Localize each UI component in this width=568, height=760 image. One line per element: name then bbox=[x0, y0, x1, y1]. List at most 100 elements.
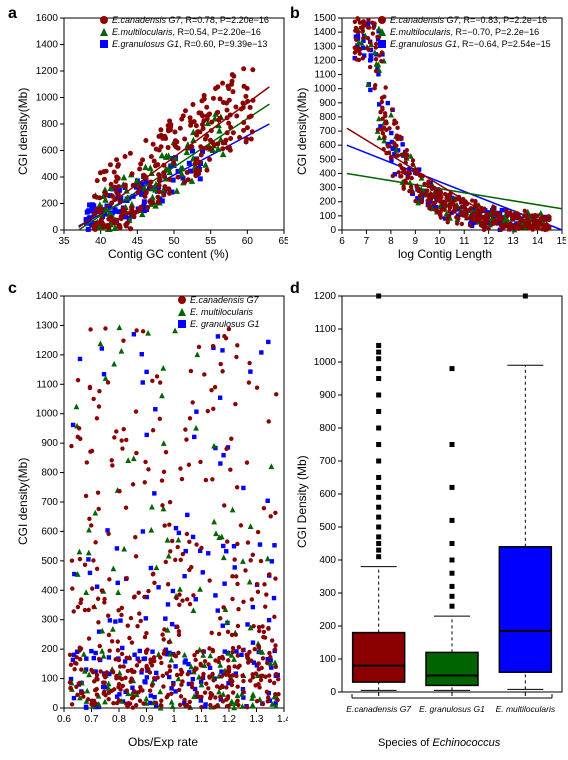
granulosus-legend-marker bbox=[178, 320, 186, 328]
legend-text: E.canadensis G7, R=0.78, P=2.20e−16 bbox=[112, 14, 269, 26]
svg-text:1600: 1600 bbox=[36, 13, 59, 24]
svg-text:1400: 1400 bbox=[314, 27, 337, 38]
canadensis-legend-marker bbox=[100, 16, 108, 24]
granulosus-legend-marker bbox=[100, 40, 108, 48]
svg-text:7: 7 bbox=[364, 236, 370, 247]
svg-text:0: 0 bbox=[52, 703, 58, 714]
panel-b-legend: E.canadensis G7, R=−0.83, P=2.2e−16E.mul… bbox=[378, 14, 551, 50]
legend-row: E. multilocularis bbox=[178, 306, 260, 318]
svg-text:15: 15 bbox=[556, 236, 566, 247]
panel-c-ylabel: CGI density(Mb) bbox=[16, 458, 30, 545]
svg-text:600: 600 bbox=[41, 146, 58, 157]
svg-text:1000: 1000 bbox=[36, 409, 59, 420]
svg-text:1.1: 1.1 bbox=[195, 714, 209, 725]
svg-text:0.8: 0.8 bbox=[112, 714, 126, 725]
canadensis-legend-marker bbox=[178, 296, 186, 304]
svg-text:1100: 1100 bbox=[36, 379, 58, 390]
canadensis-legend-marker bbox=[378, 16, 386, 24]
panel-b-ylabel: CGI density(Mb) bbox=[295, 88, 309, 175]
svg-text:11: 11 bbox=[459, 236, 470, 247]
legend-text: E.multilocularis, R=−0.70, P=2.2e−16 bbox=[390, 26, 539, 38]
svg-text:E.canadensis G7: E.canadensis G7 bbox=[346, 704, 411, 714]
panel-a-label: a bbox=[8, 5, 17, 23]
svg-text:6: 6 bbox=[339, 236, 345, 247]
svg-text:8: 8 bbox=[388, 236, 394, 247]
svg-text:900: 900 bbox=[41, 438, 58, 449]
svg-text:300: 300 bbox=[41, 615, 58, 626]
svg-text:1200: 1200 bbox=[314, 55, 337, 66]
svg-text:1300: 1300 bbox=[314, 41, 337, 52]
granulosus-legend-marker bbox=[378, 40, 386, 48]
svg-text:100: 100 bbox=[319, 654, 336, 665]
panel-d-ylabel: CGI Density (Mb) bbox=[295, 455, 309, 548]
svg-text:500: 500 bbox=[319, 522, 336, 533]
svg-text:1400: 1400 bbox=[36, 291, 59, 302]
legend-text: E.canadensis G7, R=−0.83, P=2.2e−16 bbox=[390, 14, 547, 26]
svg-text:400: 400 bbox=[41, 172, 58, 183]
panel-d-xlabel: Species of Echinococcus bbox=[378, 737, 500, 749]
svg-text:1100: 1100 bbox=[314, 70, 336, 81]
legend-row: E.canadensis G7 bbox=[178, 294, 260, 306]
svg-text:200: 200 bbox=[319, 621, 336, 632]
legend-row: E.granulosus G1, R=−0.64, P=2.54e−15 bbox=[378, 38, 551, 50]
svg-text:1000: 1000 bbox=[36, 93, 59, 104]
svg-text:300: 300 bbox=[319, 588, 336, 599]
legend-row: E.canadensis G7, R=0.78, P=2.20e−16 bbox=[100, 14, 269, 26]
svg-text:800: 800 bbox=[319, 423, 336, 434]
legend-text: E.canadensis G7 bbox=[190, 294, 259, 306]
svg-text:200: 200 bbox=[41, 199, 58, 210]
svg-text:0.6: 0.6 bbox=[57, 714, 71, 725]
svg-text:200: 200 bbox=[41, 644, 58, 655]
svg-text:400: 400 bbox=[319, 168, 336, 179]
svg-text:600: 600 bbox=[319, 140, 336, 151]
svg-text:100: 100 bbox=[41, 674, 58, 685]
svg-text:700: 700 bbox=[319, 126, 336, 137]
legend-text: E.granulosus G1, R=0.60, P=9.39e−13 bbox=[112, 38, 267, 50]
svg-text:800: 800 bbox=[41, 119, 58, 130]
svg-text:E. granulosus G1: E. granulosus G1 bbox=[419, 704, 485, 714]
svg-text:40: 40 bbox=[95, 236, 107, 247]
svg-text:55: 55 bbox=[205, 236, 217, 247]
svg-text:1200: 1200 bbox=[314, 291, 337, 302]
svg-text:0.9: 0.9 bbox=[140, 714, 154, 725]
svg-text:0: 0 bbox=[52, 225, 58, 236]
svg-text:1400: 1400 bbox=[36, 40, 59, 51]
svg-text:500: 500 bbox=[41, 556, 58, 567]
svg-text:1000: 1000 bbox=[314, 357, 337, 368]
svg-text:1.2: 1.2 bbox=[222, 714, 236, 725]
svg-text:1.4: 1.4 bbox=[277, 714, 288, 725]
svg-text:50: 50 bbox=[168, 236, 180, 247]
svg-text:35: 35 bbox=[58, 236, 70, 247]
svg-text:1000: 1000 bbox=[314, 84, 337, 95]
svg-text:400: 400 bbox=[319, 555, 336, 566]
svg-text:500: 500 bbox=[319, 154, 336, 165]
svg-text:0.7: 0.7 bbox=[85, 714, 99, 725]
panel-b-xlabel: log Contig Length bbox=[398, 247, 492, 261]
legend-text: E.multilocularis, R=0.54, P=2.20e−16 bbox=[112, 26, 261, 38]
svg-text:1200: 1200 bbox=[36, 350, 59, 361]
legend-row: E.multilocularis, R=−0.70, P=2.2e−16 bbox=[378, 26, 551, 38]
figure-root: a 35404550556065020040060080010001200140… bbox=[0, 0, 568, 760]
svg-text:1500: 1500 bbox=[314, 13, 337, 24]
svg-text:800: 800 bbox=[319, 112, 336, 123]
multilocularis-legend-marker bbox=[378, 28, 386, 36]
svg-text:10: 10 bbox=[434, 236, 446, 247]
svg-text:1200: 1200 bbox=[36, 66, 59, 77]
svg-text:1300: 1300 bbox=[36, 320, 59, 331]
svg-text:60: 60 bbox=[242, 236, 254, 247]
svg-text:400: 400 bbox=[41, 585, 58, 596]
legend-row: E.granulosus G1, R=0.60, P=9.39e−13 bbox=[100, 38, 269, 50]
legend-row: E.multilocularis, R=0.54, P=2.20e−16 bbox=[100, 26, 269, 38]
svg-text:200: 200 bbox=[319, 197, 336, 208]
svg-text:1: 1 bbox=[171, 714, 177, 725]
svg-text:700: 700 bbox=[319, 456, 336, 467]
legend-row: E. granulosus G1 bbox=[178, 318, 260, 330]
multilocularis-legend-marker bbox=[100, 28, 108, 36]
svg-text:65: 65 bbox=[278, 236, 288, 247]
panel-a-xlabel: Contig GC content (%) bbox=[108, 247, 229, 261]
svg-text:1100: 1100 bbox=[314, 324, 336, 335]
svg-text:13: 13 bbox=[508, 236, 520, 247]
legend-text: E. multilocularis bbox=[190, 306, 253, 318]
svg-text:9: 9 bbox=[413, 236, 419, 247]
panel-c-legend: E.canadensis G7E. multilocularisE. granu… bbox=[178, 294, 260, 330]
